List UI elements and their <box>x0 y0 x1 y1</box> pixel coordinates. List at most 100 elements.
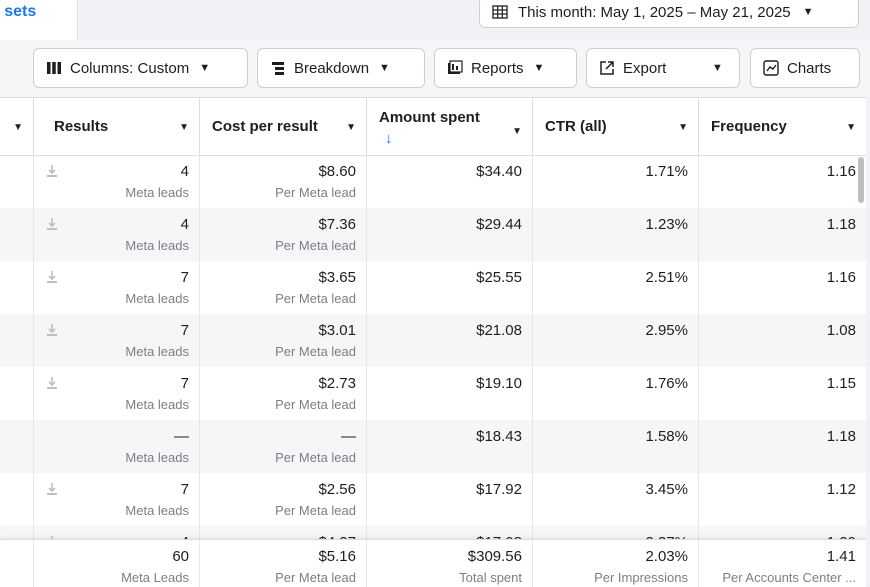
table-row[interactable]: 7 Meta leads $2.73 Per Meta lead $19.10 1.76%… <box>0 367 866 420</box>
amount-spent-value: $19.10 <box>476 375 522 392</box>
export-button[interactable]: Export <box>586 48 698 88</box>
breakdown-icon <box>272 62 284 75</box>
tab-ad-sets[interactable]: d sets <box>0 0 78 40</box>
cell-amount-spent: $29.44 <box>367 208 533 261</box>
results-value: 7 <box>180 481 189 498</box>
row-cell-leading <box>0 155 34 208</box>
table-edge <box>866 97 870 585</box>
amount-spent-value: $25.55 <box>476 269 522 286</box>
ctr-value: 1.23% <box>645 216 688 233</box>
tab-ad-sets-label: d sets <box>0 3 37 20</box>
column-header-ctr[interactable]: CTR (all) ▼ <box>533 98 699 155</box>
cell-results: 7 Meta leads <box>34 314 200 367</box>
summary-amount-sub: Total spent <box>459 570 522 585</box>
column-header-frequency[interactable]: Frequency ▼ <box>699 98 866 155</box>
row-cell-leading <box>0 208 34 261</box>
row-cell-leading <box>0 473 34 526</box>
summary-freq-sub: Per Accounts Center ... <box>722 570 856 585</box>
results-value: 7 <box>180 375 189 392</box>
cell-ctr: 2.51% <box>533 261 699 314</box>
cell-cost-per-result: $3.65 Per Meta lead <box>200 261 367 314</box>
cell-frequency: 1.16 <box>699 155 866 208</box>
summary-amount-value: $309.56 <box>467 548 522 565</box>
summary-results-sub: Meta Leads <box>121 570 189 585</box>
ctr-value: 2.95% <box>645 322 688 339</box>
results-value: 4 <box>180 163 189 180</box>
charts-button[interactable]: Charts <box>750 48 860 88</box>
ads-table: ▼ Results ▼ Cost per result ▼ Amount spe… <box>0 97 866 587</box>
ctr-value: 1.76% <box>645 375 688 392</box>
summary-cell-results: 60 Meta Leads <box>34 540 200 587</box>
cost-per-result-sublabel: Per Meta lead <box>275 503 356 518</box>
summary-results-value: 60 <box>172 548 189 565</box>
download-icon[interactable] <box>46 217 58 231</box>
table-row[interactable]: 7 Meta leads $2.56 Per Meta lead $17.92 3.45%… <box>0 473 866 526</box>
table-row[interactable]: 4 Meta leads $7.36 Per Meta lead $29.44 1.23%… <box>0 208 866 261</box>
download-icon[interactable] <box>46 164 58 178</box>
cell-frequency: 1.12 <box>699 473 866 526</box>
cell-ctr: 1.71% <box>533 155 699 208</box>
cell-cost-per-result: $2.73 Per Meta lead <box>200 367 367 420</box>
cell-ctr: 1.23% <box>533 208 699 261</box>
calendar-icon <box>492 5 508 19</box>
reports-button[interactable]: Reports ▼ <box>434 48 577 88</box>
table-row[interactable]: 7 Meta leads $3.01 Per Meta lead $21.08 2.95%… <box>0 314 866 367</box>
table-row[interactable]: — Meta leads — Per Meta lead $18.43 1.58% 1.18 <box>0 420 866 473</box>
row-cell-leading <box>0 261 34 314</box>
cost-per-result-sublabel: Per Meta lead <box>275 450 356 465</box>
export-icon <box>600 61 614 75</box>
column-header-cost-per-result[interactable]: Cost per result ▼ <box>200 98 367 155</box>
results-value: 7 <box>180 322 189 339</box>
ctr-value: 1.71% <box>645 163 688 180</box>
export-dropdown-button[interactable]: ▼ <box>696 48 740 88</box>
cost-per-result-value: $3.65 <box>318 269 356 286</box>
frequency-value: 1.08 <box>826 322 856 339</box>
cell-amount-spent: $21.08 <box>367 314 533 367</box>
download-icon[interactable] <box>46 270 58 284</box>
cell-frequency: 1.18 <box>699 420 866 473</box>
vertical-scrollbar[interactable] <box>858 157 864 203</box>
charts-label: Charts <box>787 59 832 77</box>
column-header-previous[interactable]: ▼ <box>0 98 34 155</box>
summary-ctr-value: 2.03% <box>645 548 688 565</box>
table-row[interactable]: 4 Meta leads $8.60 Per Meta lead $34.40 1.71%… <box>0 155 866 208</box>
cell-ctr: 1.58% <box>533 420 699 473</box>
chevron-down-icon: ▼ <box>712 62 723 74</box>
cell-results: 4 Meta leads <box>34 155 200 208</box>
date-range-picker[interactable]: This month: May 1, 2025 – May 21, 2025 ▼ <box>479 0 859 28</box>
cell-frequency: 1.18 <box>699 208 866 261</box>
chevron-down-icon: ▼ <box>802 6 814 18</box>
results-sublabel: Meta leads <box>125 238 189 253</box>
columns-button[interactable]: Columns: Custom ▼ <box>33 48 248 88</box>
top-tab-strip: d sets This month: May 1, 2025 – May 21,… <box>0 0 870 40</box>
results-sublabel: Meta leads <box>125 503 189 518</box>
column-header-amount-spent[interactable]: Amount spent ↓ ▼ <box>367 98 533 155</box>
cell-frequency: 1.15 <box>699 367 866 420</box>
column-header-cost-per-result-label: Cost per result <box>212 118 318 135</box>
summary-cell-empty <box>0 540 34 587</box>
sort-descending-icon: ↓ <box>385 130 393 147</box>
chevron-down-icon: ▼ <box>346 122 356 133</box>
cell-cost-per-result: — Per Meta lead <box>200 420 367 473</box>
cell-frequency: 1.16 <box>699 261 866 314</box>
cost-per-result-sublabel: Per Meta lead <box>275 238 356 253</box>
amount-spent-value: $17.92 <box>476 481 522 498</box>
column-header-results-label: Results <box>54 118 109 135</box>
table-row[interactable]: 7 Meta leads $3.65 Per Meta lead $25.55 2.51%… <box>0 261 866 314</box>
chevron-down-icon: ▼ <box>199 62 211 74</box>
toolbar: Columns: Custom ▼ Breakdown ▼ Reports ▼ … <box>0 40 870 97</box>
column-header-results[interactable]: Results ▼ <box>34 98 200 155</box>
download-icon[interactable] <box>46 323 58 337</box>
chevron-down-icon: ▼ <box>678 122 688 133</box>
results-sublabel: Meta leads <box>125 344 189 359</box>
chevron-down-icon: ▼ <box>179 122 189 133</box>
summary-cell-cost-per-result: $5.16 Per Meta lead <box>200 540 367 587</box>
cost-per-result-sublabel: Per Meta lead <box>275 344 356 359</box>
breakdown-button[interactable]: Breakdown ▼ <box>257 48 425 88</box>
chevron-down-icon: ▼ <box>13 122 23 133</box>
cell-amount-spent: $18.43 <box>367 420 533 473</box>
cell-ctr: 1.76% <box>533 367 699 420</box>
download-icon[interactable] <box>46 376 58 390</box>
download-icon[interactable] <box>46 482 58 496</box>
export-label: Export <box>623 59 667 77</box>
